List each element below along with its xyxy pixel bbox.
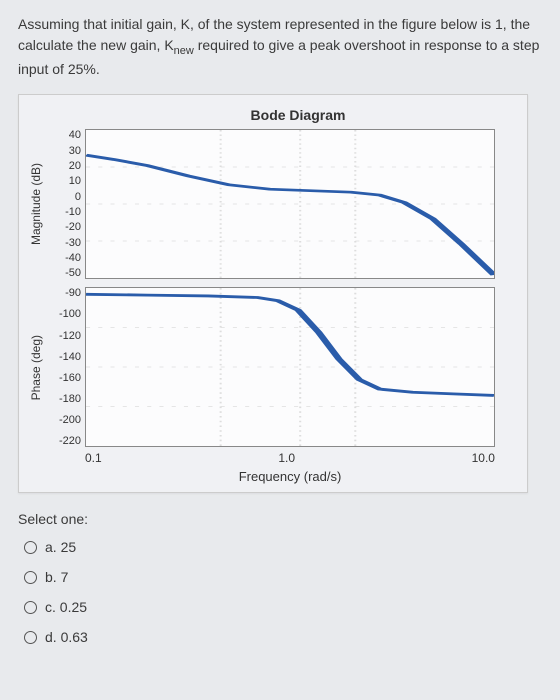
magnitude-panel: Magnitude (dB) 40 30 20 10 0 -10 -20 -30… [29,129,517,279]
ytick: -10 [51,206,81,218]
magnitude-svg [86,130,494,278]
phase-ylabel: Phase (deg) [29,335,49,400]
question-sub: new [174,45,194,57]
option-b[interactable]: b. 7 [18,569,542,585]
phase-grid [86,288,494,446]
select-one-label: Select one: [18,511,542,527]
phase-svg [86,288,494,446]
ytick: -90 [51,287,81,299]
ytick: -20 [51,221,81,233]
ytick: -30 [51,237,81,249]
question-text: Assuming that initial gain, K, of the sy… [18,14,542,80]
xlabel: Frequency (rad/s) [85,465,495,484]
option-label: d. 0.63 [45,629,88,645]
radio-icon [24,601,37,614]
chart-title: Bode Diagram [29,107,517,123]
ytick: 30 [51,145,81,157]
ytick: -100 [51,308,81,320]
ytick: -50 [51,267,81,279]
bode-diagram: Bode Diagram Magnitude (dB) 40 30 20 10 … [18,94,528,493]
xticks: 0.1 1.0 10.0 [85,447,495,465]
xtick: 10.0 [472,451,495,465]
xtick: 0.1 [85,451,102,465]
magnitude-curve [86,155,494,275]
option-d[interactable]: d. 0.63 [18,629,542,645]
phase-curve [86,295,494,396]
ytick: -140 [51,351,81,363]
phase-plot [85,287,495,447]
ytick: -120 [51,330,81,342]
option-label: a. 25 [45,539,76,555]
ytick: 10 [51,175,81,187]
option-c[interactable]: c. 0.25 [18,599,542,615]
phase-yticks: -90 -100 -120 -140 -160 -180 -200 -220 [51,287,85,447]
ytick: 20 [51,160,81,172]
option-label: c. 0.25 [45,599,87,615]
radio-icon [24,541,37,554]
phase-panel: Phase (deg) -90 -100 -120 -140 -160 -180… [29,287,517,447]
ytick: -40 [51,252,81,264]
ytick: 40 [51,129,81,141]
magnitude-grid [86,130,494,278]
magnitude-plot [85,129,495,279]
radio-icon [24,571,37,584]
radio-icon [24,631,37,644]
magnitude-ylabel: Magnitude (dB) [29,163,49,245]
xtick: 1.0 [278,451,295,465]
option-a[interactable]: a. 25 [18,539,542,555]
ytick: -220 [51,435,81,447]
ytick: -200 [51,414,81,426]
option-label: b. 7 [45,569,68,585]
ytick: -180 [51,393,81,405]
ytick: 0 [51,191,81,203]
ytick: -160 [51,372,81,384]
magnitude-yticks: 40 30 20 10 0 -10 -20 -30 -40 -50 [51,129,85,279]
